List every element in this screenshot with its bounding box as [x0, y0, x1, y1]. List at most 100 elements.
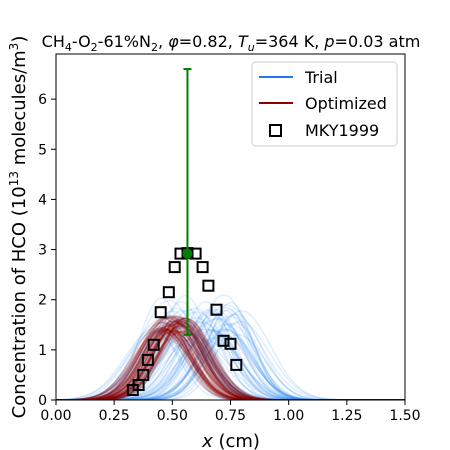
legend-optimized-label: Optimized — [305, 94, 387, 113]
optimized-curve — [56, 317, 405, 400]
optimized-curve — [56, 319, 405, 400]
trial-curve — [56, 321, 405, 400]
y-tick-label: 3 — [38, 243, 47, 259]
x-tick-label: 0.50 — [157, 408, 188, 424]
optimized-curve — [56, 328, 405, 400]
trial-curve — [56, 324, 405, 400]
optimized-curve — [56, 328, 405, 400]
optimized-curve — [56, 328, 405, 400]
optimized-curve — [56, 329, 405, 400]
optimized-curve — [56, 326, 405, 400]
trial-curve — [56, 317, 405, 400]
optimized-curve — [56, 320, 405, 400]
trial-curve — [56, 308, 405, 400]
trial-curve — [56, 313, 405, 400]
y-axis-ticks: 0 1 2 3 4 5 6 — [38, 92, 56, 409]
trial-curve — [56, 327, 405, 400]
trial-curve — [56, 315, 405, 400]
x-tick-label: 1.00 — [273, 408, 304, 424]
trial-curve — [56, 328, 405, 400]
x-axis-label: x (cm) — [201, 431, 260, 450]
trial-curve — [56, 337, 405, 400]
mky1999-point — [141, 353, 154, 366]
optimized-curve — [56, 323, 405, 400]
mky1999-point — [137, 368, 150, 381]
trial-curve — [56, 309, 405, 400]
optimized-curve — [56, 321, 405, 400]
mky1999-point — [230, 358, 243, 371]
trial-curve — [56, 337, 405, 400]
optimized-curve — [56, 326, 405, 400]
optimized-curve — [56, 325, 405, 400]
trial-curve — [56, 334, 405, 400]
trial-curve — [56, 333, 405, 400]
trial-curve — [56, 333, 405, 400]
optimized-curve — [56, 330, 405, 400]
optimized-curve — [56, 322, 405, 400]
trial-curve — [56, 316, 405, 400]
trial-curve — [56, 308, 405, 400]
optimized-curve — [56, 322, 405, 400]
trial-curve — [56, 322, 405, 400]
mky1999-point — [168, 261, 181, 274]
y-tick-label: 2 — [38, 293, 47, 309]
trial-curve — [56, 299, 405, 400]
optimized-curve — [56, 323, 405, 400]
optimized-curve — [56, 325, 405, 400]
optimized-curves — [56, 314, 405, 400]
optimized-curve — [56, 320, 405, 400]
trial-curve — [56, 313, 405, 400]
optimized-curve — [56, 328, 405, 400]
optimized-curve — [56, 330, 405, 400]
x-tick-label: 1.25 — [331, 408, 362, 424]
optimized-curve — [56, 320, 405, 400]
optimized-curve — [56, 327, 405, 400]
optimized-curve — [56, 329, 405, 400]
trial-curve — [56, 330, 405, 400]
trial-curve — [56, 335, 405, 400]
trial-curve — [56, 331, 405, 400]
mky1999-point — [147, 338, 160, 351]
trial-curve — [56, 309, 405, 400]
mky1999-markers — [126, 247, 243, 396]
optimized-curve — [56, 324, 405, 400]
optimized-curve — [56, 317, 405, 400]
optimized-curve — [56, 319, 405, 400]
legend-mky1999-label: MKY1999 — [305, 121, 379, 140]
optimized-curve — [56, 314, 405, 400]
trial-curve — [56, 328, 405, 400]
optimized-curve — [56, 322, 405, 400]
error-bar-point — [182, 248, 193, 259]
legend-mky1999-swatch — [269, 124, 282, 137]
optimized-curve — [56, 317, 405, 400]
x-tick-label: 0.75 — [215, 408, 246, 424]
trial-curve — [56, 307, 405, 400]
trial-curve — [56, 294, 405, 400]
optimized-curve — [56, 330, 405, 400]
optimized-curve — [56, 318, 405, 400]
optimized-curve — [56, 331, 405, 400]
optimized-curve — [56, 329, 405, 400]
trial-curve — [56, 309, 405, 400]
mky1999-point — [162, 286, 175, 299]
mky1999-point — [217, 334, 230, 347]
optimized-curve — [56, 323, 405, 400]
trial-curve — [56, 342, 405, 400]
trial-curve — [56, 310, 405, 400]
y-tick-label: 0 — [38, 393, 47, 409]
optimized-curve — [56, 315, 405, 400]
optimized-curve — [56, 327, 405, 400]
optimized-curve — [56, 321, 405, 400]
legend-box — [251, 61, 398, 147]
optimized-curve — [56, 322, 405, 400]
optimized-curve — [56, 317, 405, 400]
trial-curve — [56, 311, 405, 400]
mky1999-point — [154, 306, 167, 319]
optimized-curve — [56, 324, 405, 400]
y-tick-label: 1 — [38, 343, 47, 359]
optimized-curve — [56, 328, 405, 400]
trial-curve — [56, 300, 405, 400]
optimized-curve — [56, 317, 405, 400]
trial-curve — [56, 325, 405, 400]
optimized-curve — [56, 315, 405, 400]
